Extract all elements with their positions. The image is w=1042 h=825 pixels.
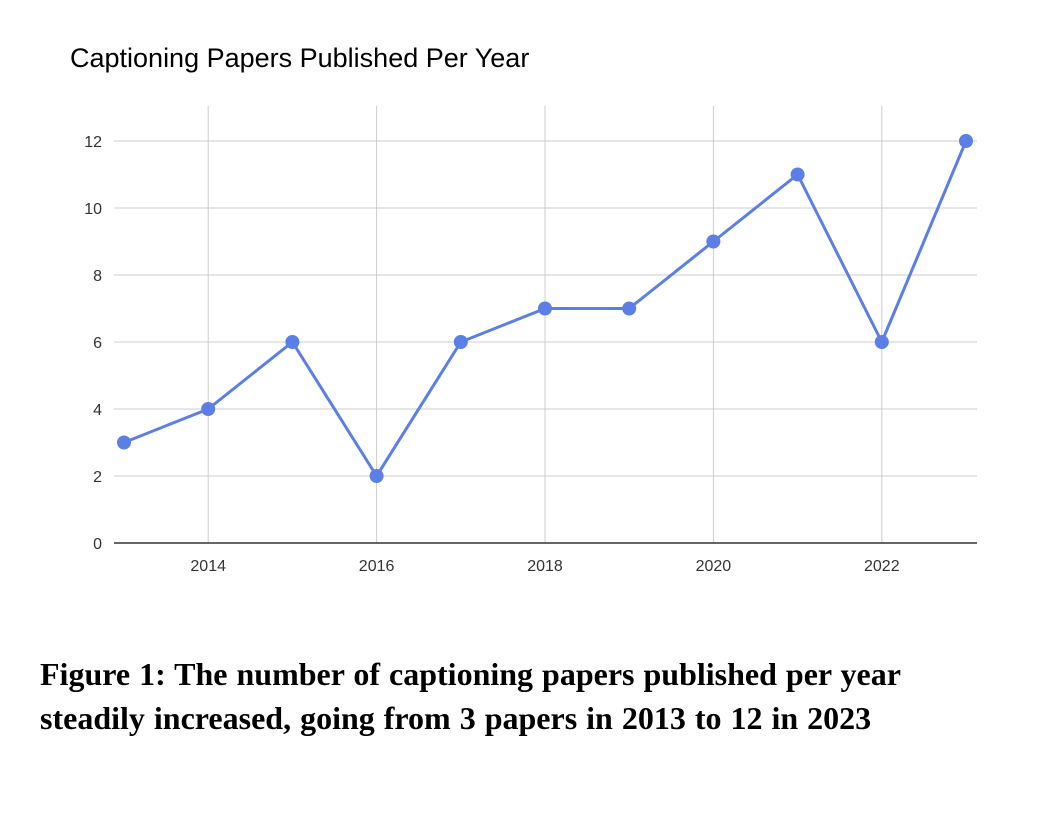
data-point bbox=[874, 335, 889, 349]
y-tick-label: 10 bbox=[84, 201, 102, 218]
figure-caption: Figure 1: The number of captioning paper… bbox=[40, 656, 901, 736]
grid-lines bbox=[114, 106, 977, 543]
data-point bbox=[369, 469, 384, 483]
x-tick-label: 2018 bbox=[527, 558, 563, 575]
y-tick-label: 6 bbox=[93, 335, 102, 352]
y-tick-label: 8 bbox=[93, 268, 102, 285]
data-point bbox=[706, 234, 721, 249]
data-point bbox=[201, 402, 216, 416]
x-tick-label: 2016 bbox=[359, 558, 395, 575]
y-tick-label: 0 bbox=[93, 536, 102, 553]
y-tick-label: 4 bbox=[93, 402, 102, 419]
y-tick-label: 12 bbox=[84, 134, 102, 151]
data-point bbox=[790, 167, 805, 182]
y-tick-label: 2 bbox=[93, 469, 102, 486]
data-point bbox=[285, 335, 300, 349]
data-point bbox=[622, 301, 637, 316]
line-chart: Captioning Papers Published Per Year 0 2 4… bbox=[70, 43, 977, 575]
data-point bbox=[117, 435, 131, 450]
data-series bbox=[117, 134, 973, 483]
x-tick-label: 2020 bbox=[696, 558, 732, 575]
data-point bbox=[538, 301, 552, 316]
data-point bbox=[453, 335, 468, 349]
x-axis-tick-labels: 2014 2016 2018 2020 2022 bbox=[190, 558, 899, 575]
y-axis-tick-labels: 0 2 4 6 8 10 12 bbox=[84, 134, 102, 553]
chart-title: Captioning Papers Published Per Year bbox=[70, 43, 529, 73]
data-point bbox=[959, 134, 973, 148]
x-tick-label: 2014 bbox=[190, 558, 226, 575]
x-tick-label: 2022 bbox=[864, 558, 900, 575]
